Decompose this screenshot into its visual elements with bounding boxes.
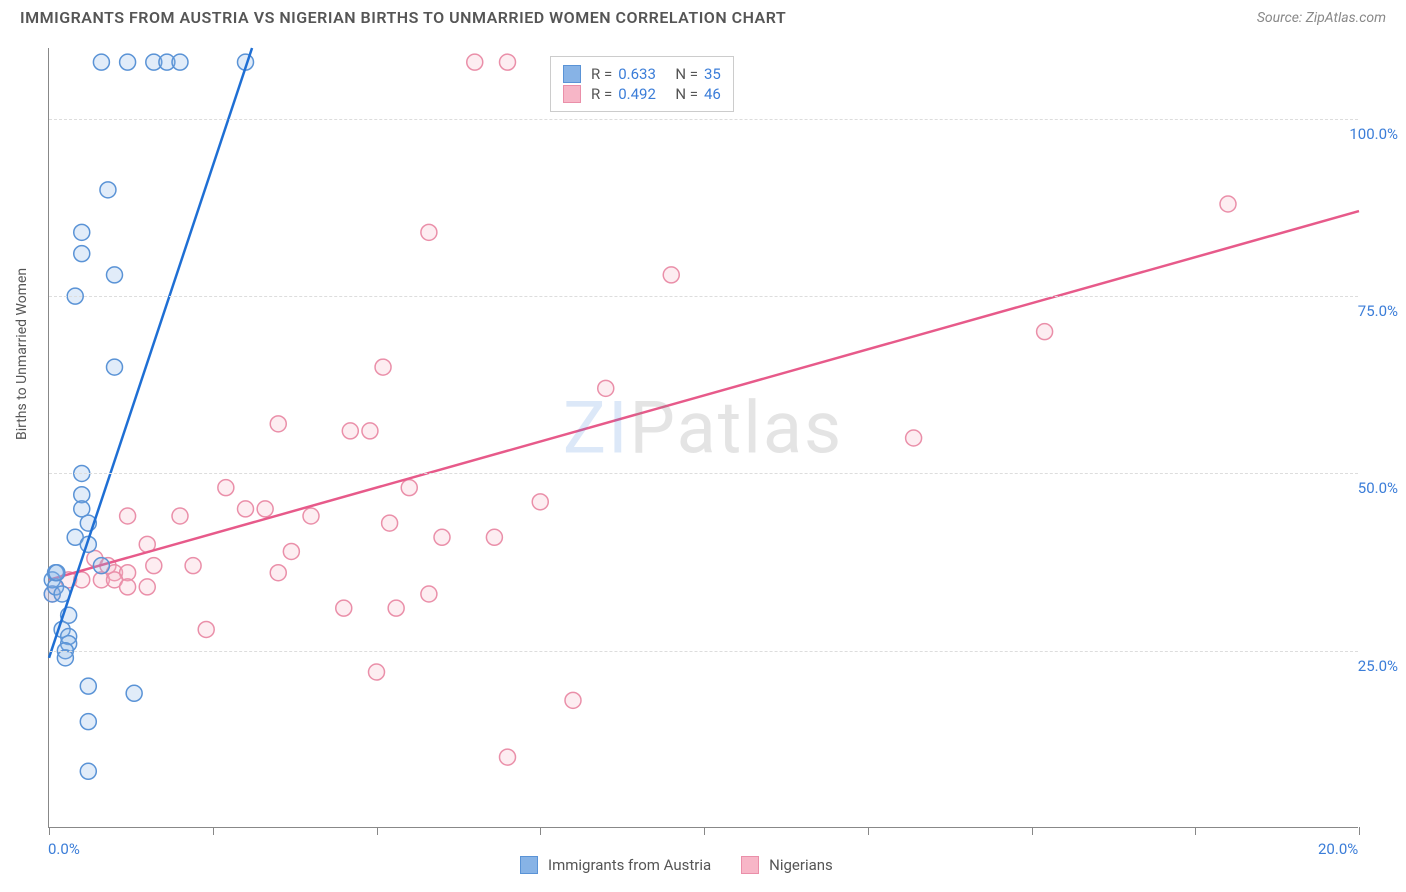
data-point <box>80 678 96 694</box>
data-point <box>663 267 679 283</box>
data-point <box>342 423 358 439</box>
data-point <box>80 763 96 779</box>
trend-line <box>49 211 1359 580</box>
source-attribution: Source: ZipAtlas.com <box>1257 10 1386 26</box>
x-tick-label: 0.0% <box>48 840 80 858</box>
data-point <box>270 416 286 432</box>
legend-row-nigeria: R = 0.492 N = 46 <box>563 85 721 103</box>
scatter-svg <box>49 48 1358 827</box>
x-tick <box>1359 827 1360 835</box>
x-tick <box>377 827 378 835</box>
gridline <box>49 119 1358 120</box>
swatch-nigeria-bottom <box>741 856 759 874</box>
data-point <box>218 480 234 496</box>
y-tick-label: 25.0% <box>1358 657 1398 675</box>
legend-item-nigeria: Nigerians <box>741 856 833 874</box>
swatch-nigeria <box>563 85 581 103</box>
x-tick <box>1195 827 1196 835</box>
gridline <box>49 296 1358 297</box>
data-point <box>100 182 116 198</box>
y-tick-label: 75.0% <box>1358 302 1398 320</box>
data-point <box>532 494 548 510</box>
x-tick <box>1032 827 1033 835</box>
x-tick <box>49 827 50 835</box>
data-point <box>139 579 155 595</box>
y-axis-label: Births to Unmarried Women <box>14 268 30 440</box>
data-point <box>80 714 96 730</box>
data-point <box>93 54 109 70</box>
y-tick-label: 50.0% <box>1358 479 1398 497</box>
data-point <box>146 558 162 574</box>
data-point <box>906 430 922 446</box>
data-point <box>120 508 136 524</box>
chart-plot-area <box>48 48 1358 828</box>
data-point <box>107 359 123 375</box>
data-point <box>270 565 286 581</box>
data-point <box>467 54 483 70</box>
data-point <box>57 650 73 666</box>
x-tick <box>213 827 214 835</box>
data-point <box>598 380 614 396</box>
data-point <box>565 692 581 708</box>
data-point <box>486 529 502 545</box>
correlation-legend: R = 0.633 N = 35 R = 0.492 N = 46 <box>550 56 734 112</box>
data-point <box>257 501 273 517</box>
data-point <box>401 480 417 496</box>
data-point <box>93 558 109 574</box>
data-point <box>107 267 123 283</box>
data-point <box>1037 324 1053 340</box>
data-point <box>500 749 516 765</box>
swatch-austria <box>563 65 581 83</box>
data-point <box>421 224 437 240</box>
data-point <box>421 586 437 602</box>
legend-item-austria: Immigrants from Austria <box>520 856 711 874</box>
data-point <box>500 54 516 70</box>
gridline <box>49 651 1358 652</box>
series-legend: Immigrants from Austria Nigerians <box>520 856 833 874</box>
data-point <box>185 558 201 574</box>
x-tick-label: 20.0% <box>1318 840 1358 858</box>
data-point <box>434 529 450 545</box>
data-point <box>49 565 65 581</box>
data-point <box>74 246 90 262</box>
data-point <box>172 54 188 70</box>
y-tick-label: 100.0% <box>1349 125 1398 143</box>
data-point <box>388 600 404 616</box>
data-point <box>172 508 188 524</box>
chart-title: IMMIGRANTS FROM AUSTRIA VS NIGERIAN BIRT… <box>20 8 786 27</box>
data-point <box>238 501 254 517</box>
data-point <box>74 224 90 240</box>
data-point <box>126 685 142 701</box>
data-point <box>120 579 136 595</box>
data-point <box>362 423 378 439</box>
data-point <box>283 543 299 559</box>
data-point <box>382 515 398 531</box>
data-point <box>336 600 352 616</box>
legend-row-austria: R = 0.633 N = 35 <box>563 65 721 83</box>
gridline <box>49 473 1358 474</box>
x-tick <box>868 827 869 835</box>
x-tick <box>540 827 541 835</box>
data-point <box>1220 196 1236 212</box>
data-point <box>375 359 391 375</box>
swatch-austria-bottom <box>520 856 538 874</box>
data-point <box>120 54 136 70</box>
x-tick <box>704 827 705 835</box>
data-point <box>303 508 319 524</box>
data-point <box>198 621 214 637</box>
data-point <box>369 664 385 680</box>
